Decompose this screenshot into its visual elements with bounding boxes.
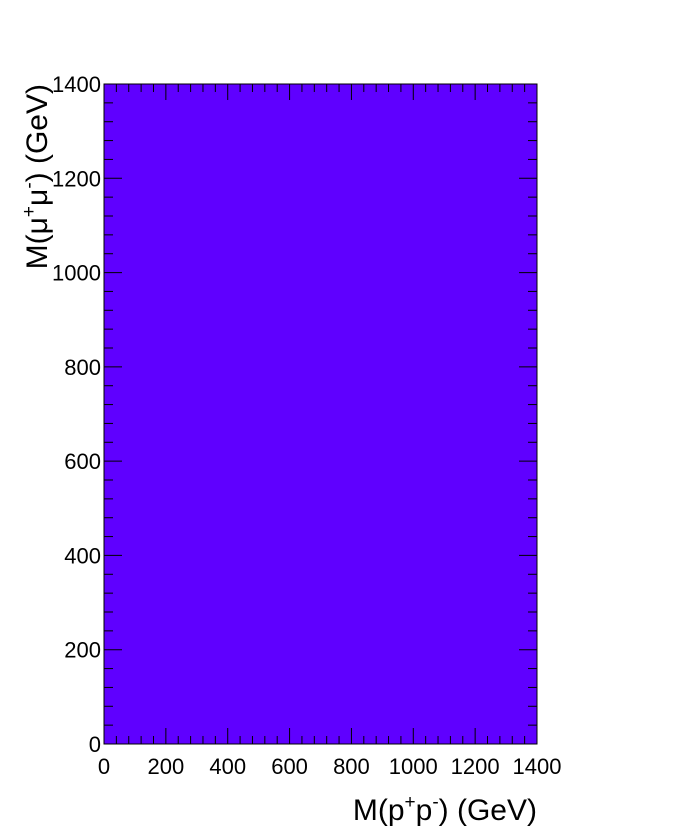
y-tick-label: 800 [64,355,101,380]
x-tick-label: 1000 [389,754,438,779]
plot-frame [103,83,538,745]
x-tick-label: 1200 [451,754,500,779]
y-tick-label: 200 [64,638,101,663]
y-tick-label: 1400 [52,72,101,97]
y-tick-label: 0 [89,732,101,757]
x-tick-label: 0 [98,754,110,779]
x-axis-ticks [103,84,538,744]
plot-fill [104,84,537,744]
x-axis-title: M(p+p-) (GeV) [353,792,537,827]
y-tick-label: 400 [64,543,101,568]
x-tick-label: 400 [209,754,246,779]
y-tick-label: 1200 [52,166,101,191]
y-tick-label: 1000 [52,261,101,286]
y-axis-tick-labels: 0 200 400 600 800 1000 1200 1400 [52,72,101,757]
y-axis-title: M(μ+μ-) (GeV) [19,84,54,269]
y-axis-ticks [104,83,537,745]
x-tick-label: 1400 [513,754,562,779]
x-tick-label: 200 [147,754,184,779]
x-axis-tick-labels: 0 200 400 600 800 1000 1200 1400 [98,754,562,779]
x-tick-label: 800 [333,754,370,779]
y-tick-label: 600 [64,449,101,474]
x-tick-label: 600 [271,754,308,779]
